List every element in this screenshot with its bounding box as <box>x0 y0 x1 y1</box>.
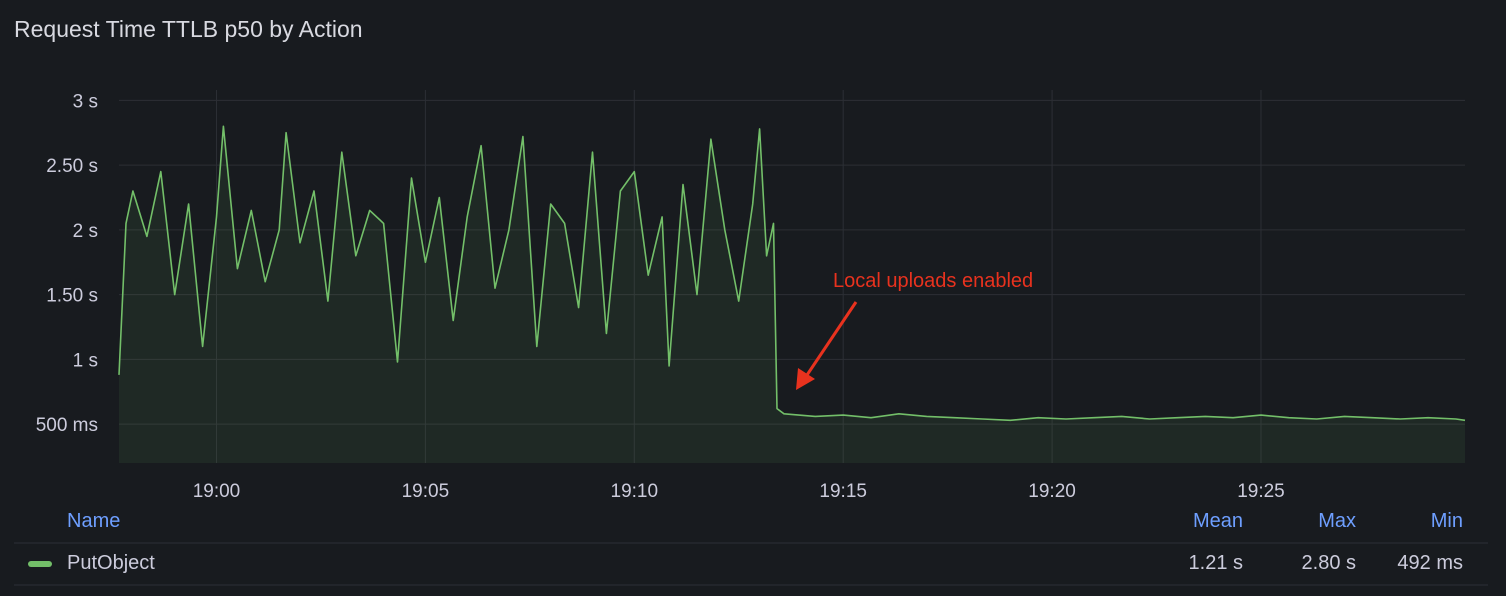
x-tick-label: 19:00 <box>193 481 241 502</box>
legend-min-value: 492 ms <box>1397 552 1463 574</box>
legend-max-value: 2.80 s <box>1301 552 1356 574</box>
annotation-arrowhead-icon <box>796 368 815 390</box>
x-tick-label: 19:20 <box>1028 481 1076 502</box>
legend-divider <box>14 584 1488 586</box>
series-color-swatch[interactable] <box>28 561 52 567</box>
annotation-label: Local uploads enabled <box>833 270 1033 292</box>
legend-header-name[interactable]: Name <box>67 510 121 532</box>
legend-header-min[interactable]: Min <box>1430 510 1463 532</box>
plot-area <box>119 90 1465 463</box>
annotation: Local uploads enabled <box>796 270 1033 390</box>
x-tick-label: 19:25 <box>1237 481 1285 502</box>
x-tick-label: 19:05 <box>402 481 450 502</box>
y-tick-label: 500 ms <box>36 415 98 436</box>
series-area-putobject <box>119 126 1465 464</box>
series-line-putobject <box>118 125 1466 422</box>
legend-divider <box>14 542 1488 544</box>
legend-header-max[interactable]: Max <box>1318 510 1356 532</box>
annotation-arrow <box>803 301 858 379</box>
x-tick-label: 19:10 <box>611 481 659 502</box>
time-series-chart: 500 ms 1 s 1.50 s 2 s 2.50 s 3 s 19:00 19:05 19… <box>36 90 1466 502</box>
y-tick-label: 2 s <box>73 221 98 242</box>
y-tick-label: 1 s <box>73 350 98 371</box>
x-tick-label: 19:15 <box>819 481 867 502</box>
y-tick-label: 3 s <box>73 91 98 112</box>
legend-header-mean[interactable]: Mean <box>1192 510 1243 532</box>
legend-series-name[interactable]: PutObject <box>67 552 155 574</box>
y-tick-label: 1.50 s <box>46 286 98 307</box>
legend-mean-value: 1.21 s <box>1188 552 1243 574</box>
y-tick-label: 2.50 s <box>46 156 98 177</box>
panel-title: Request Time TTLB p50 by Action <box>14 16 363 42</box>
